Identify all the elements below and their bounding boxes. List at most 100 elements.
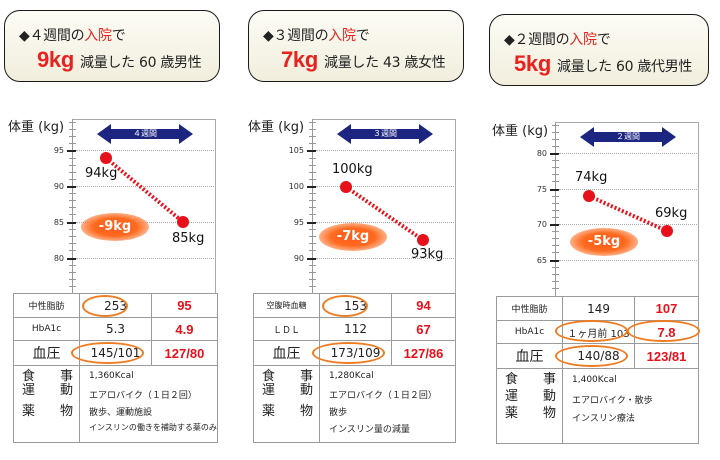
double-arrow-icon — [97, 124, 193, 144]
change-badge: -9kg — [81, 213, 149, 241]
value-after: 67 — [391, 317, 456, 341]
note-exercise-detail: 散歩 — [329, 408, 348, 418]
change-badge: -5kg — [570, 228, 638, 256]
value-before: 173/109 — [319, 340, 393, 366]
table-row-notes: 食 事 運 動 薬 物 1,360Kcal エアロバイク（１日２回） 散歩、運動… — [12, 365, 218, 443]
notes-label-diet: 食 事 — [22, 369, 80, 384]
note-exercise-detail: 散歩、運動施設 — [89, 408, 153, 418]
notes-label-exercise: 運 動 — [505, 389, 563, 404]
data-point-after — [417, 234, 429, 246]
y-tick-label: 85 — [53, 218, 64, 227]
headline-text: ◆４週間の — [19, 28, 85, 44]
data-label-after: 85kg — [172, 231, 205, 246]
lab-results-table: 中性脂肪 253 95 HbA1c 5.3 4.9 血圧 145/101 127… — [12, 293, 218, 443]
y-tick-label: 90 — [293, 254, 304, 263]
note-exercise: エアロバイク（１日２回） — [89, 391, 197, 401]
y-axis-label: 体重 (kg) — [492, 124, 549, 139]
gridline — [559, 153, 697, 154]
table-row-notes: 食 事 運 動 薬 物 1,400Kcal エアロバイク・散歩 インスリン療法 — [495, 368, 699, 444]
double-arrow-icon — [337, 124, 433, 144]
notes-label-medication: 薬 物 — [22, 404, 80, 420]
headline-subject: 減量した 60 歳代男性 — [557, 59, 693, 75]
notes-body: 1,360Kcal エアロバイク（１日２回） 散歩、運動施設 インスリンの働きを… — [79, 365, 218, 443]
table-row-notes: 食 事 運 動 薬 物 1,280Kcal エアロバイク（１日２回） 散歩 イン… — [252, 365, 456, 443]
gridline — [559, 224, 697, 225]
note-medication: インスリン量の減量 — [329, 425, 410, 435]
note-medication: インスリンの働きを補助する薬のみ — [89, 423, 217, 432]
chart-frame — [72, 119, 216, 294]
y-tick — [550, 224, 559, 226]
notes-label-medication: 薬 物 — [505, 406, 563, 421]
value-before: 149 — [562, 296, 636, 321]
note-exercise: エアロバイク・散歩 — [572, 396, 653, 406]
notes-label-exercise: 運 動 — [22, 382, 80, 398]
y-tick — [67, 258, 76, 260]
y-tick-label: 95 — [53, 146, 64, 155]
period-label: ４週間 — [133, 129, 157, 138]
gridline — [76, 150, 214, 151]
y-tick — [307, 258, 316, 260]
y-tick — [550, 189, 559, 191]
value-before: 253 — [79, 293, 153, 318]
y-axis-label: 体重 (kg) — [8, 120, 65, 135]
y-tick — [67, 186, 76, 188]
weight-loss-amount: 9kg — [37, 47, 75, 72]
headline-subject: 減量した 60 歳男性 — [80, 55, 202, 71]
y-tick — [550, 260, 559, 262]
y-tick — [307, 150, 316, 152]
y-tick-label: 80 — [536, 149, 547, 158]
headline-text: で — [596, 32, 611, 48]
value-after: 4.9 — [151, 317, 218, 341]
value-after: 127/80 — [151, 340, 218, 366]
headline-text: で — [111, 28, 126, 44]
period-label: ２週間 — [616, 132, 640, 141]
value-before: １ヶ月前 103 — [562, 320, 636, 344]
headline-line2: 5kg 減量した 60 歳代男性 — [514, 51, 692, 77]
data-label-after: 93kg — [411, 247, 444, 262]
y-tick-label: 90 — [53, 182, 64, 191]
headline-text: ◆３週間の — [263, 28, 329, 44]
data-label-before: 74kg — [575, 170, 608, 185]
value-before: 145/101 — [79, 340, 153, 366]
table-row: 血圧 140/88 123/81 — [495, 343, 699, 369]
headline-red-text: 入院 — [328, 28, 356, 44]
notes-body: 1,280Kcal エアロバイク（１日２回） 散歩 インスリン量の減量 — [319, 365, 456, 443]
headline-line1: ◆４週間の入院で — [19, 25, 126, 45]
chart-frame — [312, 119, 456, 294]
row-label: 空腹時血糖 — [252, 293, 321, 318]
data-label-before: 94kg — [85, 166, 118, 181]
y-tick — [307, 186, 316, 188]
table-row: 血圧 145/101 127/80 — [12, 340, 218, 366]
weight-loss-amount: 7kg — [281, 47, 319, 72]
headline-box: ◆２週間の入院で 5kg 減量した 60 歳代男性 — [489, 14, 709, 86]
chart-frame — [555, 122, 699, 297]
y-tick — [550, 153, 559, 155]
value-after: 123/81 — [634, 343, 699, 369]
row-label: 血圧 — [495, 343, 564, 369]
table-row: 中性脂肪 253 95 — [12, 293, 218, 318]
notes-label-diet: 食 事 — [505, 372, 563, 387]
data-point-before — [100, 152, 112, 164]
note-medication: インスリン療法 — [572, 414, 635, 424]
value-after: 7.8 — [634, 320, 699, 344]
double-arrow-icon — [580, 127, 676, 147]
y-axis — [72, 119, 73, 294]
data-label-before: 100kg — [332, 162, 373, 177]
row-label: HbA1c — [495, 320, 564, 344]
weight-loss-amount: 5kg — [514, 51, 552, 76]
period-label: ３週間 — [373, 129, 397, 138]
y-axis — [555, 122, 556, 297]
y-tick-label: 95 — [293, 218, 304, 227]
y-tick-label: 105 — [288, 146, 304, 155]
headline-box: ◆３週間の入院で 7kg 減量した 43 歳女性 — [248, 10, 464, 82]
gridline — [76, 186, 214, 187]
headline-line1: ◆２週間の入院で — [504, 29, 611, 49]
data-point-before — [340, 181, 352, 193]
gridline — [316, 258, 454, 259]
y-tick-label: 65 — [536, 256, 547, 265]
notes-labels: 食 事 運 動 薬 物 — [12, 365, 81, 443]
y-tick-label: 75 — [536, 185, 547, 194]
note-diet: 1,280Kcal — [329, 371, 374, 381]
value-after: 107 — [634, 296, 699, 321]
